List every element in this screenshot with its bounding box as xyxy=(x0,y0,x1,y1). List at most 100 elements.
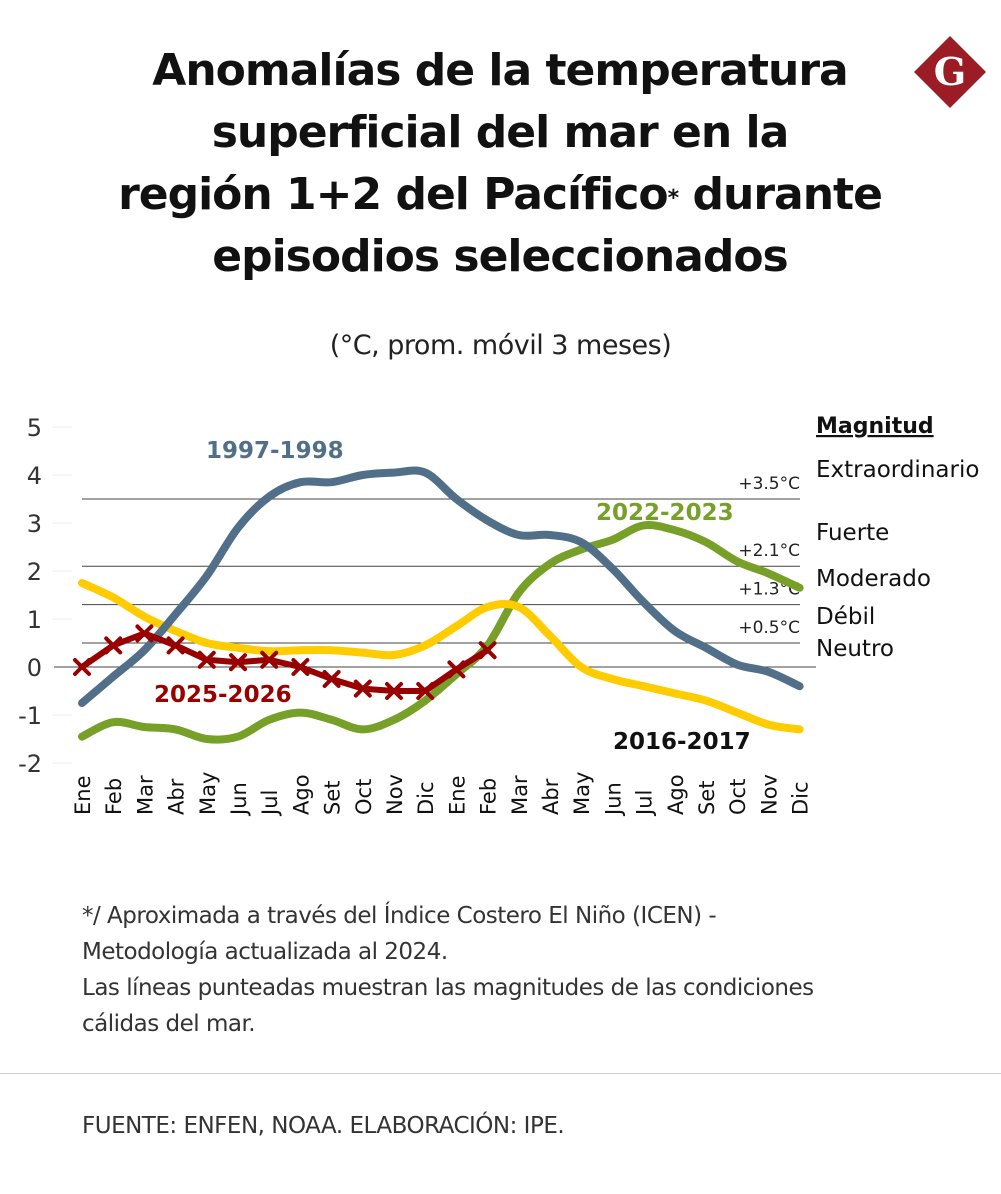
x-marker xyxy=(73,658,91,676)
x-tick-label: Jun xyxy=(227,782,251,817)
source-note: FUENTE: ENFEN, NOAA. ELABORACIÓN: IPE. xyxy=(82,1113,565,1139)
y-tick-label: 3 xyxy=(27,510,42,538)
series-line-2022-2023 xyxy=(78,521,804,744)
logo-diamond xyxy=(914,36,986,108)
data-point-2025-2026 xyxy=(104,636,123,655)
series-line-2025-2026 xyxy=(79,630,491,694)
series-line-1997-1998 xyxy=(78,466,804,707)
data-point-2025-2026 xyxy=(478,641,497,660)
x-tick-label: Ene xyxy=(71,776,95,816)
x-tick-label: May xyxy=(570,772,594,815)
x-marker xyxy=(478,641,497,660)
y-tick-label: 4 xyxy=(27,462,42,490)
x-tick-label: Nov xyxy=(383,774,407,815)
x-marker xyxy=(166,636,185,655)
threshold-label: +3.5°C xyxy=(738,474,800,494)
data-point-2025-2026 xyxy=(416,682,435,700)
series-line-2016-2017 xyxy=(78,579,804,734)
footnotes: */ Aproximada a través del Índice Coster… xyxy=(82,898,962,1042)
note-line-1: */ Aproximada a través del Índice Coster… xyxy=(82,903,717,929)
x-tick-label: Jul xyxy=(633,790,657,817)
data-point-2025-2026 xyxy=(447,660,466,679)
x-tick-label: Oct xyxy=(352,779,376,815)
y-tick-label: 5 xyxy=(27,414,42,442)
y-axis: 5 4 3 2 1 0 -1 -2 xyxy=(18,414,72,778)
y-tick-label: -2 xyxy=(18,750,42,778)
logo-letter: G xyxy=(934,49,966,94)
y-tick-label: 2 xyxy=(27,558,42,586)
legend-item: Fuerte xyxy=(816,520,889,546)
threshold-label: +2.1°C xyxy=(738,541,800,561)
x-marker xyxy=(135,624,154,643)
x-marker xyxy=(385,682,403,700)
note-line-3: Las líneas punteadas muestran las magnit… xyxy=(82,975,814,1001)
x-tick-label: Abr xyxy=(165,778,189,815)
legend-item: Débil xyxy=(816,604,875,630)
data-point-2025-2026 xyxy=(291,658,310,676)
data-point-2025-2026 xyxy=(135,624,154,643)
data-point-2025-2026 xyxy=(229,653,247,672)
title-line-1: Anomalías de la temperatura xyxy=(152,45,848,96)
x-tick-label: Mar xyxy=(508,775,532,815)
title-line-3: región 1+2 del Pacífico* durante xyxy=(60,164,940,226)
x-tick-label: Set xyxy=(695,781,719,815)
y-tick-label: 1 xyxy=(27,606,42,634)
x-tick-label: May xyxy=(196,772,220,815)
title-line-2: superficial del mar en la xyxy=(211,107,790,158)
chart-title: Anomalías de la temperatura superficial … xyxy=(60,40,940,288)
series-label: 2016-2017 xyxy=(613,729,751,755)
x-tick-label: Feb xyxy=(477,778,501,815)
x-tick-label: Set xyxy=(321,781,345,815)
x-marker xyxy=(260,650,279,669)
x-axis: Ene Feb Mar Abr May Jun Jul Ago Set Oct Nov Dic Ene F… xyxy=(71,772,813,817)
x-marker xyxy=(447,660,466,679)
threshold-lines: +3.5°C+2.1°C+1.3°C+0.5°C xyxy=(54,474,816,668)
threshold-label: +0.5°C xyxy=(738,618,800,638)
data-point-2025-2026 xyxy=(322,670,341,688)
divider xyxy=(0,1073,1001,1074)
series-label: 1997-1998 xyxy=(206,438,344,464)
footnote-mark: * xyxy=(667,186,679,211)
x-tick-label: Oct xyxy=(726,779,750,815)
gestion-logo-icon: G xyxy=(914,36,986,108)
title-line-3b: durante xyxy=(678,169,883,220)
data-point-2025-2026 xyxy=(260,650,279,669)
x-marker xyxy=(322,670,341,688)
x-tick-label: Jun xyxy=(601,782,625,817)
data-point-2025-2026 xyxy=(385,682,403,700)
note-line-2: Metodología actualizada al 2024. xyxy=(82,939,448,965)
legend-title: Magnitud xyxy=(816,414,934,439)
series-label: 2025-2026 xyxy=(154,682,292,708)
data-point-2025-2026 xyxy=(73,658,91,676)
x-tick-label: Mar xyxy=(133,775,157,815)
note-line-4: cálidas del mar. xyxy=(82,1011,256,1037)
x-marker xyxy=(197,650,216,669)
y-tick-label: -1 xyxy=(18,702,42,730)
y-tick-label: 0 xyxy=(27,654,42,682)
x-tick-label: Ene xyxy=(445,776,469,816)
magnitude-legend: Magnitud Extraordinario Fuerte Moderado Débi… xyxy=(816,414,979,662)
x-tick-label: Ago xyxy=(664,774,688,815)
title-line-4: episodios seleccionados xyxy=(212,231,789,282)
title-line-3a: región 1+2 del Pacífico xyxy=(118,169,669,220)
x-marker xyxy=(416,682,435,700)
x-marker xyxy=(229,653,247,672)
series-label: 2022-2023 xyxy=(596,500,734,526)
data-point-2025-2026 xyxy=(166,636,185,655)
x-marker xyxy=(291,658,310,676)
series-lines xyxy=(73,466,804,744)
x-tick-label: Dic xyxy=(789,781,813,815)
x-tick-label: Dic xyxy=(414,781,438,815)
legend-item: Extraordinario xyxy=(816,457,979,483)
x-tick-label: Nov xyxy=(757,774,781,815)
x-tick-label: Feb xyxy=(102,778,126,815)
x-tick-label: Abr xyxy=(539,778,563,815)
legend-item: Moderado xyxy=(816,566,931,592)
data-point-2025-2026 xyxy=(353,679,372,698)
x-tick-label: Jul xyxy=(258,790,282,817)
x-marker xyxy=(104,636,123,655)
x-marker xyxy=(353,679,372,698)
chart-subtitle: (°C, prom. móvil 3 meses) xyxy=(329,330,672,361)
series-labels: 1997-1998 2016-2017 2022-2023 2025-2026 xyxy=(154,438,751,755)
